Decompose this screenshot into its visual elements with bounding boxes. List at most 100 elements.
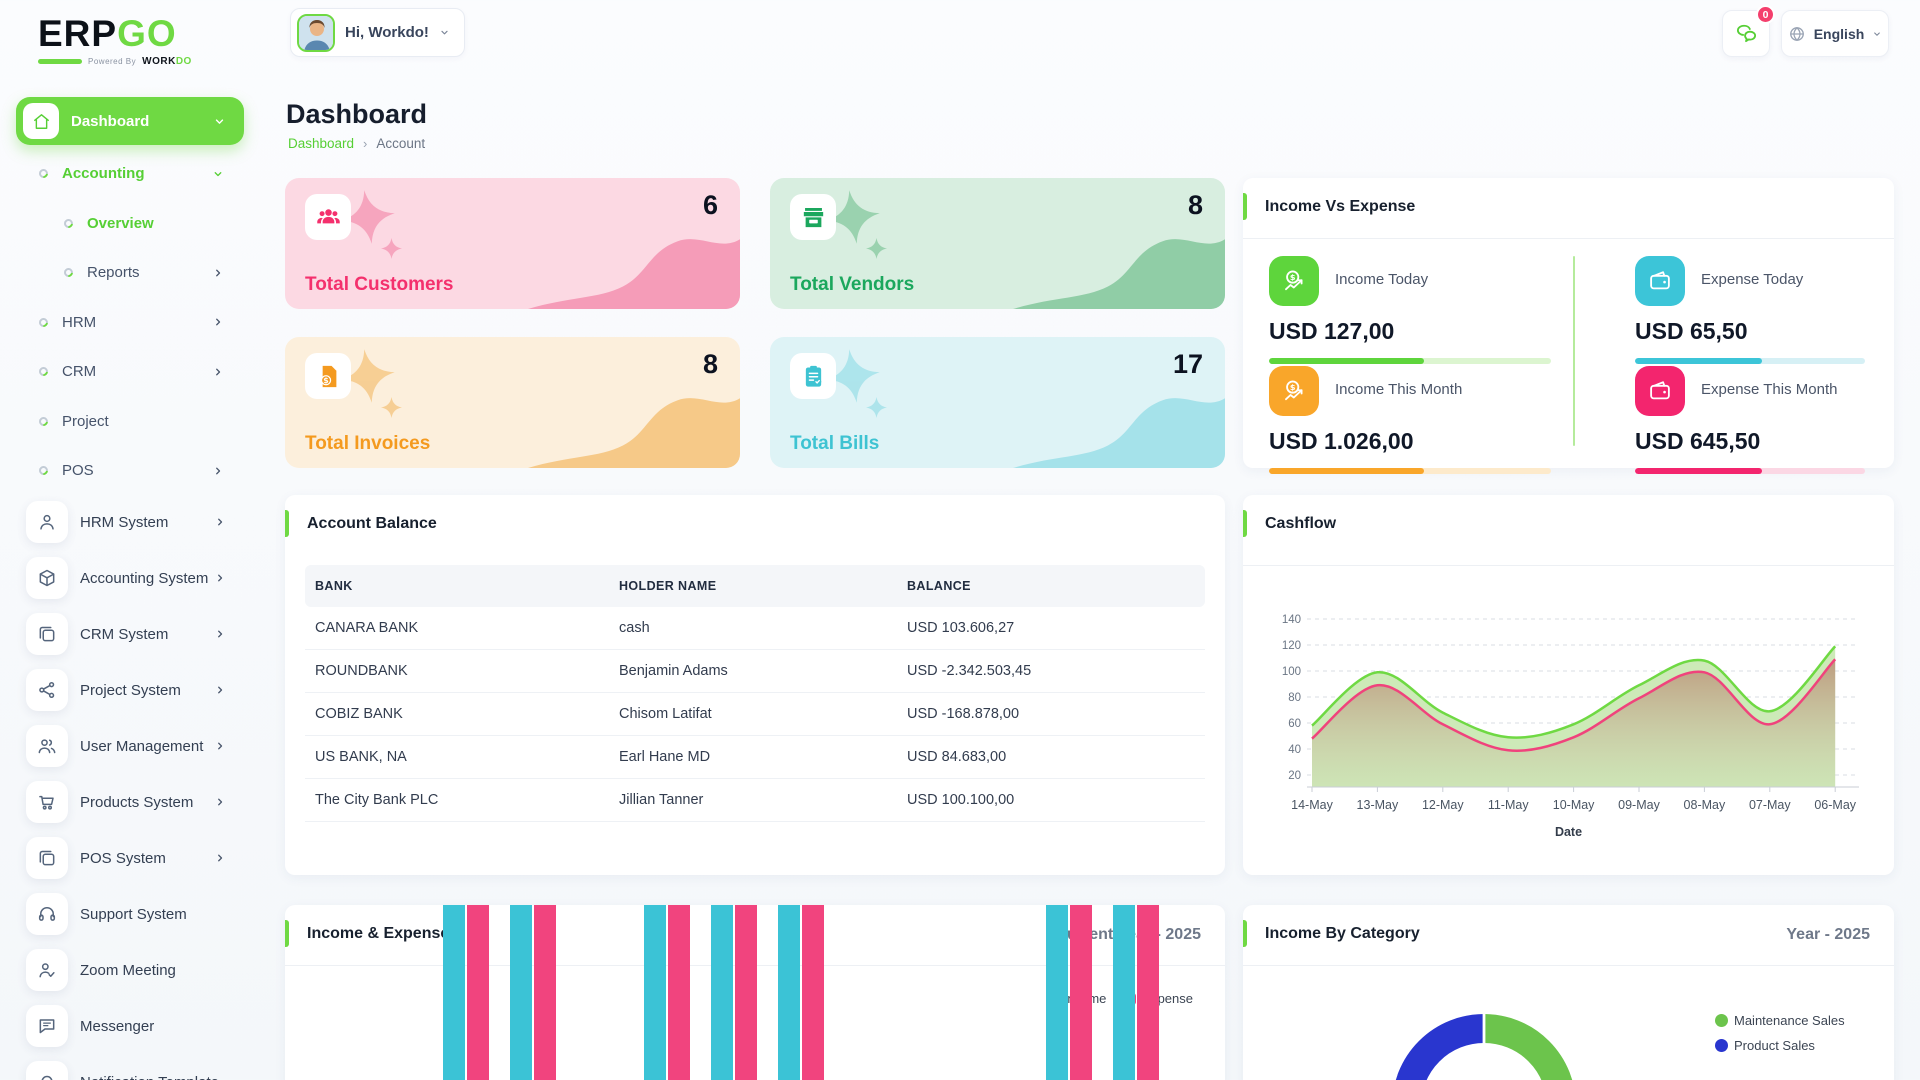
- stat-value: 8: [702, 349, 718, 379]
- home-icon: [23, 103, 59, 139]
- panel-accent: [285, 510, 289, 537]
- user-menu-button[interactable]: Hi, Workdo!: [290, 8, 465, 57]
- sidebar-item-crm[interactable]: CRM: [0, 347, 262, 397]
- cards-icon: [26, 837, 68, 879]
- divider: [1243, 238, 1894, 239]
- table-cell: USD 103.606,27: [899, 607, 1205, 650]
- cashflow-x-axis-label: Date: [1554, 825, 1583, 839]
- legend-item-maintenance-sales[interactable]: Maintenance Sales: [1715, 1013, 1845, 1028]
- sidebar-item-user-management[interactable]: User Management: [0, 718, 262, 774]
- notifications-button[interactable]: 0: [1722, 5, 1775, 57]
- income-expense-year-label: Current Year - 2025: [1055, 926, 1201, 943]
- chevron-right-icon: [214, 628, 226, 640]
- sidebar-item-products-system[interactable]: Products System: [0, 774, 262, 830]
- menu-bullet-icon: [37, 464, 50, 478]
- sidebar-item-accounting[interactable]: Accounting: [0, 149, 262, 199]
- expense-icon: [1635, 366, 1685, 416]
- breadcrumb: Dashboard › Account: [288, 136, 425, 151]
- table-cell: USD -2.342.503,45: [899, 649, 1205, 693]
- sidebar-item-overview[interactable]: Overview: [0, 199, 262, 249]
- divider: [285, 965, 1225, 966]
- page-title: Dashboard: [286, 99, 428, 129]
- menu-bullet-icon: [37, 167, 50, 181]
- chevron-right-icon: [214, 796, 226, 808]
- legend-item-product-sales[interactable]: Product Sales: [1715, 1038, 1815, 1053]
- sidebar-item-label: CRM: [62, 363, 97, 381]
- menu-bullet-icon: [37, 315, 50, 329]
- expense-icon: [1635, 256, 1685, 306]
- income-vs-expense-title: Income Vs Expense: [1265, 198, 1416, 215]
- chevron-down-icon: [439, 27, 450, 38]
- sidebar-item-label: Support System: [80, 905, 187, 923]
- logo-erp: ERP: [38, 13, 118, 54]
- sidebar-item-reports[interactable]: Reports: [0, 248, 262, 298]
- divider: [1243, 565, 1894, 566]
- table-cell: Jillian Tanner: [611, 778, 899, 822]
- package-icon: [26, 557, 68, 599]
- chevron-down-icon: [213, 115, 226, 128]
- stat-card-total-customers[interactable]: 6 Total Customers: [285, 178, 740, 309]
- account-balance-title: Account Balance: [307, 515, 437, 532]
- stat-label: Total Bills: [790, 433, 880, 454]
- legend-swatch: [1124, 992, 1137, 1005]
- svg-text:100: 100: [1282, 666, 1301, 678]
- app-logo[interactable]: ERPGO Powered By WORKDO: [38, 14, 228, 67]
- workdo-label: WORKDO: [142, 56, 192, 67]
- table-cell: The City Bank PLC: [305, 778, 611, 822]
- logo-text: ERPGO: [38, 14, 228, 54]
- greeting-text: Hi, Workdo!: [345, 24, 429, 41]
- sidebar-item-dashboard[interactable]: Dashboard: [16, 97, 244, 145]
- legend-label: Product Sales: [1734, 1038, 1815, 1053]
- ive-label: Expense This Month: [1701, 381, 1838, 398]
- sidebar-item-label: Reports: [87, 264, 140, 282]
- legend-label: Maintenance Sales: [1734, 1013, 1845, 1028]
- cashflow-title: Cashflow: [1265, 515, 1337, 532]
- legend-swatch: [1045, 992, 1058, 1005]
- sidebar-item-label: HRM: [62, 313, 97, 331]
- table-cell: cash: [611, 607, 899, 650]
- sidebar: ERPGO Powered By WORKDO Dashboard Accoun…: [0, 0, 262, 1080]
- table-row: ROUNDBANK Benjamin Adams USD -2.342.503,45: [305, 649, 1205, 693]
- stat-value: 6: [702, 190, 718, 220]
- chevron-right-icon: [214, 852, 226, 864]
- legend-label: Expense: [1142, 991, 1193, 1006]
- stat-card-total-invoices[interactable]: $8 Total Invoices: [285, 337, 740, 468]
- sidebar-item-label: Zoom Meeting: [80, 961, 176, 979]
- legend-item-income[interactable]: Income: [1045, 991, 1107, 1006]
- column-header-holder-name: HOLDER NAME: [611, 565, 899, 607]
- sidebar-item-project-system[interactable]: Project System: [0, 662, 262, 718]
- table-cell: USD -168.878,00: [899, 692, 1205, 736]
- sidebar-item-project[interactable]: Project: [0, 397, 262, 447]
- sidebar-item-hrm-system[interactable]: HRM System: [0, 494, 262, 550]
- sidebar-item-pos[interactable]: POS: [0, 446, 262, 496]
- language-selector[interactable]: English: [1781, 10, 1889, 57]
- sidebar-item-hrm[interactable]: HRM: [0, 298, 262, 348]
- sidebar-item-accounting-system[interactable]: Accounting System: [0, 550, 262, 606]
- sidebar-item-label: POS: [62, 462, 94, 480]
- stat-label: Total Customers: [305, 274, 454, 295]
- stat-label: Total Vendors: [790, 274, 915, 295]
- sidebar-item-pos-system[interactable]: POS System: [0, 830, 262, 886]
- panel-accent: [285, 920, 289, 947]
- sidebar-item-notification-template[interactable]: Notification Template: [0, 1054, 262, 1080]
- table-cell: USD 84.683,00: [899, 735, 1205, 779]
- panel-accent: [1243, 510, 1247, 537]
- sidebar-item-messenger[interactable]: Messenger: [0, 998, 262, 1054]
- users-icon: [26, 725, 68, 767]
- chevron-right-icon: [212, 267, 224, 279]
- invoice-icon: $: [305, 353, 351, 399]
- legend-label: Income: [1063, 991, 1107, 1006]
- breadcrumb-dashboard-link[interactable]: Dashboard: [288, 136, 355, 151]
- legend-item-expense[interactable]: Expense: [1124, 991, 1193, 1006]
- svg-text:06-May: 06-May: [1814, 798, 1856, 812]
- income-by-category-chart: [1384, 1009, 1584, 1080]
- logo-tagline: Powered By WORKDO: [38, 56, 228, 67]
- sidebar-item-support-system[interactable]: Support System: [0, 886, 262, 942]
- stat-card-total-bills[interactable]: 17 Total Bills: [770, 337, 1225, 468]
- svg-text:11-May: 11-May: [1488, 798, 1530, 812]
- sidebar-item-zoom-meeting[interactable]: Zoom Meeting: [0, 942, 262, 998]
- svg-text:120: 120: [1282, 640, 1301, 652]
- sidebar-item-crm-system[interactable]: CRM System: [0, 606, 262, 662]
- stat-card-total-vendors[interactable]: 8 Total Vendors: [770, 178, 1225, 309]
- notification-badge: 0: [1756, 5, 1775, 24]
